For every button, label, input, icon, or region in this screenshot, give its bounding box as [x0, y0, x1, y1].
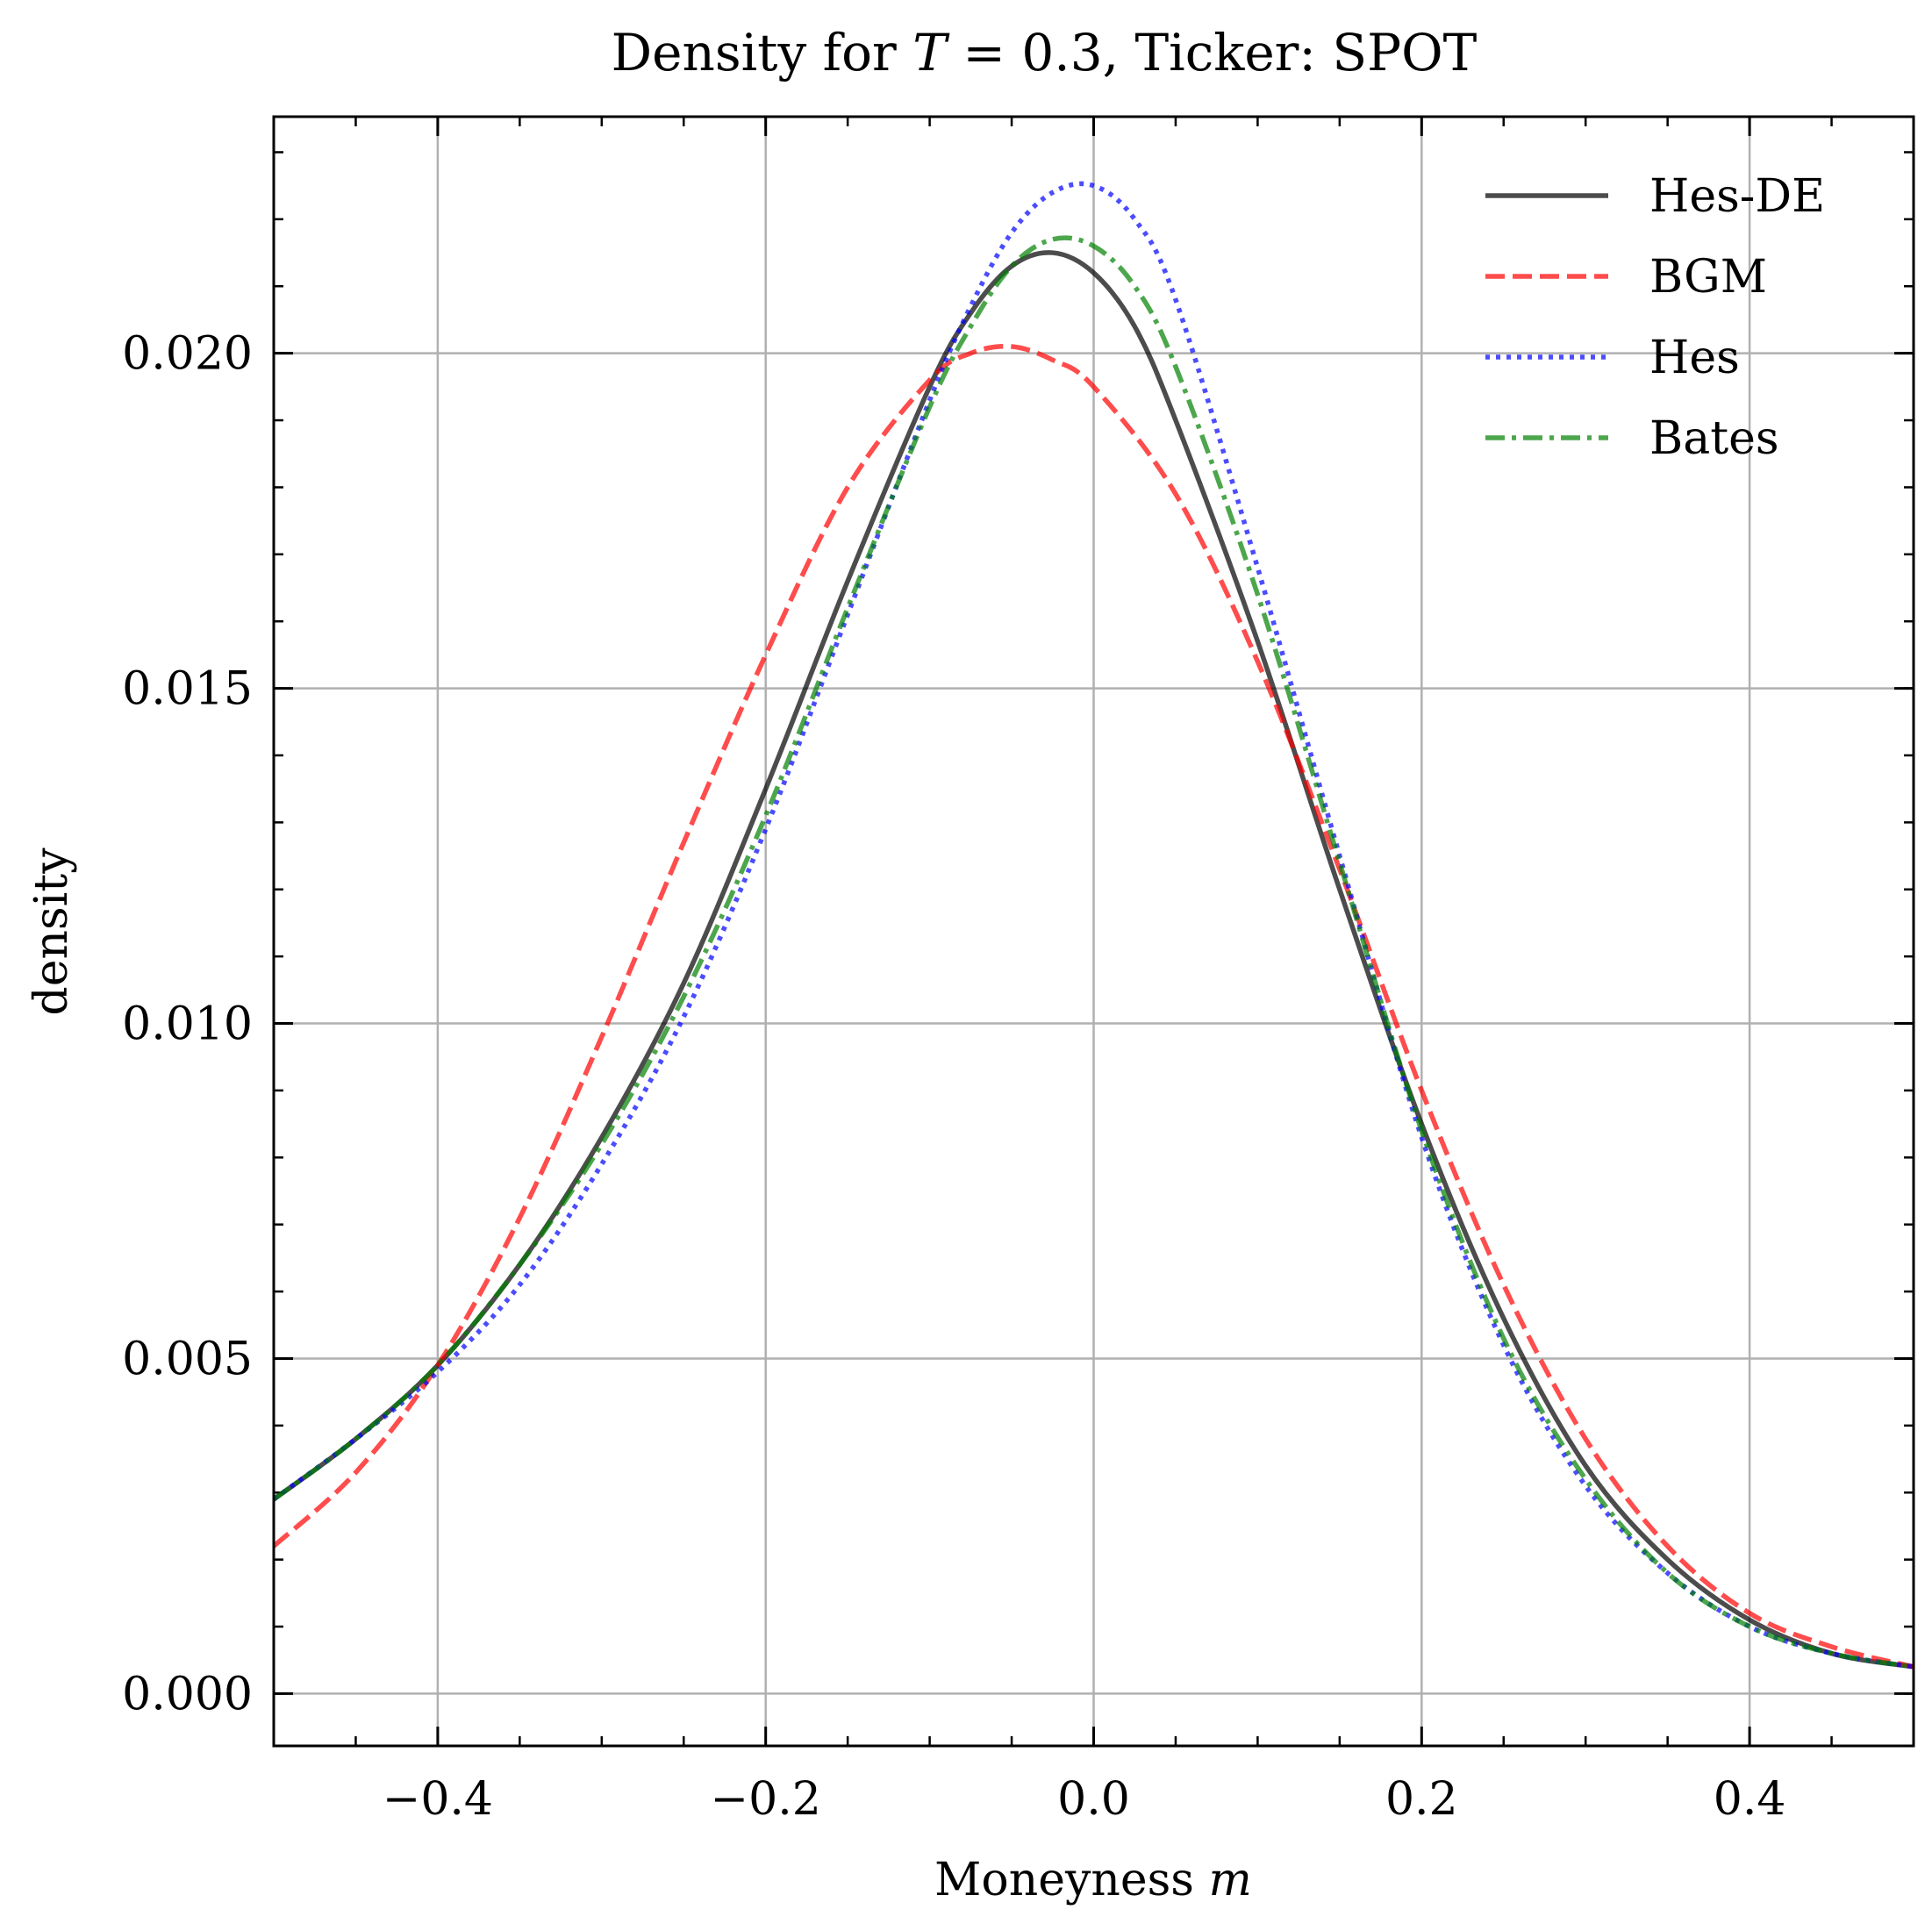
legend-label-bates: Bates: [1649, 412, 1779, 465]
legend: Hes-DE BGM Hes Bates: [1485, 170, 1825, 465]
x-tick-label: 0.2: [1385, 1773, 1458, 1826]
axis-ticks: [272, 117, 1915, 1746]
legend-label-hes-de: Hes-DE: [1649, 170, 1825, 223]
legend-label-bgm: BGM: [1649, 251, 1767, 304]
title-prefix: Density for: [612, 23, 913, 82]
x-tick-label: −0.4: [383, 1773, 493, 1826]
x-tick-label: 0.4: [1714, 1773, 1786, 1826]
series-line-bgm: [274, 343, 1914, 1670]
x-tick-label: −0.2: [711, 1773, 821, 1826]
x-axis-label-text: Moneyness: [934, 1854, 1208, 1906]
y-tick-label: 0.005: [122, 1333, 253, 1385]
x-tick-label: 0.0: [1057, 1773, 1130, 1826]
y-tick-label: 0.015: [122, 663, 253, 716]
title-suffix: = 0.3, Ticker: SPOT: [947, 23, 1478, 82]
chart-title: Density for T = 0.3, Ticker: SPOT: [612, 23, 1478, 82]
legend-label-hes: Hes: [1649, 332, 1740, 384]
x-axis-label-variable: m: [1209, 1854, 1252, 1906]
plot-area: [274, 181, 1914, 1670]
title-variable: T: [912, 23, 950, 82]
y-tick-label: 0.020: [122, 328, 253, 381]
series-line-bates: [274, 235, 1914, 1670]
series-line-hes: [274, 181, 1914, 1670]
y-tick-label: 0.010: [122, 998, 253, 1051]
y-axis-label: density: [25, 848, 78, 1016]
x-axis-label: Moneyness m: [934, 1854, 1252, 1906]
series-lines: [274, 181, 1914, 1670]
series-line-hes-de: [274, 250, 1914, 1670]
plot-frame: [272, 115, 1915, 1748]
tick-labels: −0.4 −0.2 0.0 0.2 0.4 0.000 0.005 0.010 0.015 0.0…: [122, 328, 1785, 1826]
y-tick-label: 0.000: [122, 1668, 253, 1720]
